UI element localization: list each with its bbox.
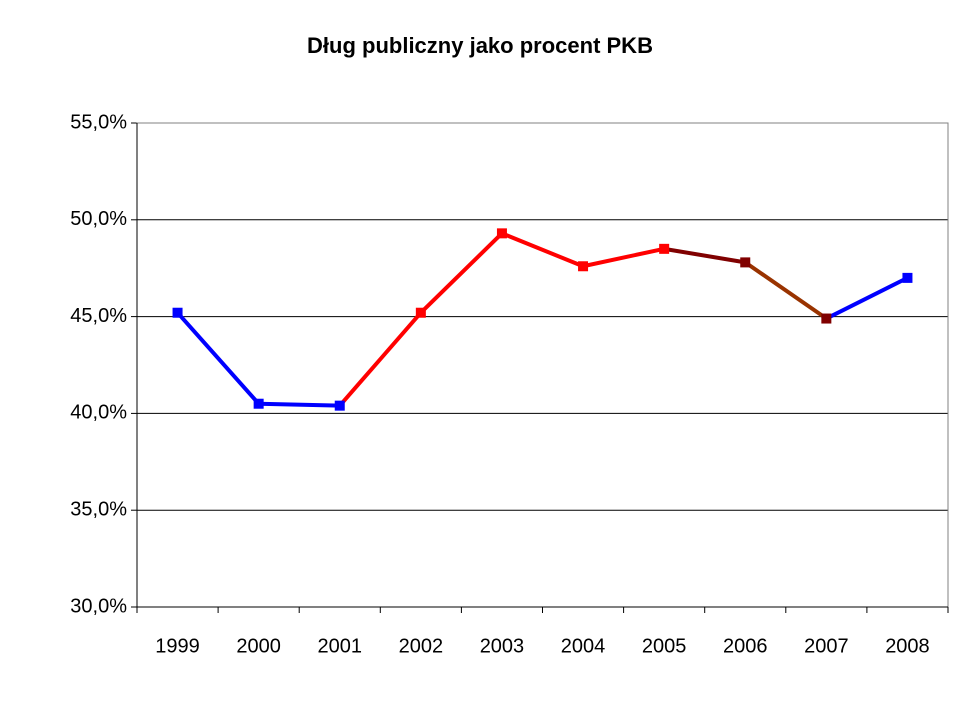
- chart-title: Dług publiczny jako procent PKB: [307, 33, 653, 58]
- line-segment: [418, 231, 504, 315]
- line-segment: [743, 260, 829, 321]
- y-tick-label: 35,0%: [70, 498, 127, 520]
- x-tick-label: 1999: [155, 635, 200, 657]
- line-segment: [175, 310, 261, 406]
- line-segment: [581, 246, 667, 269]
- y-tick-label: 40,0%: [70, 402, 127, 424]
- marker: [740, 257, 751, 268]
- marker: [496, 228, 507, 239]
- marker: [578, 261, 589, 272]
- x-tick-label: 2006: [723, 635, 768, 657]
- marker: [172, 307, 183, 318]
- line-segment: [256, 401, 342, 408]
- y-tick-label: 45,0%: [70, 305, 127, 327]
- x-tick-label: 2000: [236, 635, 281, 657]
- x-tick-label: 2003: [480, 635, 525, 657]
- y-tick-label: 55,0%: [70, 111, 127, 133]
- line-segment: [499, 231, 586, 269]
- marker: [253, 398, 264, 409]
- marker: [902, 272, 913, 283]
- x-tick-label: 2008: [885, 635, 930, 657]
- x-tick-label: 2007: [804, 635, 849, 657]
- line-segment: [662, 246, 748, 265]
- marker: [334, 400, 345, 411]
- line-segment: [337, 310, 423, 408]
- x-tick-label: 2002: [399, 635, 444, 657]
- plot-frame: [136, 122, 949, 608]
- marker: [659, 243, 670, 254]
- line-segment: [824, 275, 910, 321]
- marker: [821, 313, 832, 324]
- marker: [415, 307, 426, 318]
- y-tick-label: 50,0%: [70, 208, 127, 230]
- x-tick-label: 2001: [318, 635, 363, 657]
- x-tick-label: 2005: [642, 635, 687, 657]
- y-tick-label: 30,0%: [70, 595, 127, 617]
- x-tick-label: 2004: [561, 635, 606, 657]
